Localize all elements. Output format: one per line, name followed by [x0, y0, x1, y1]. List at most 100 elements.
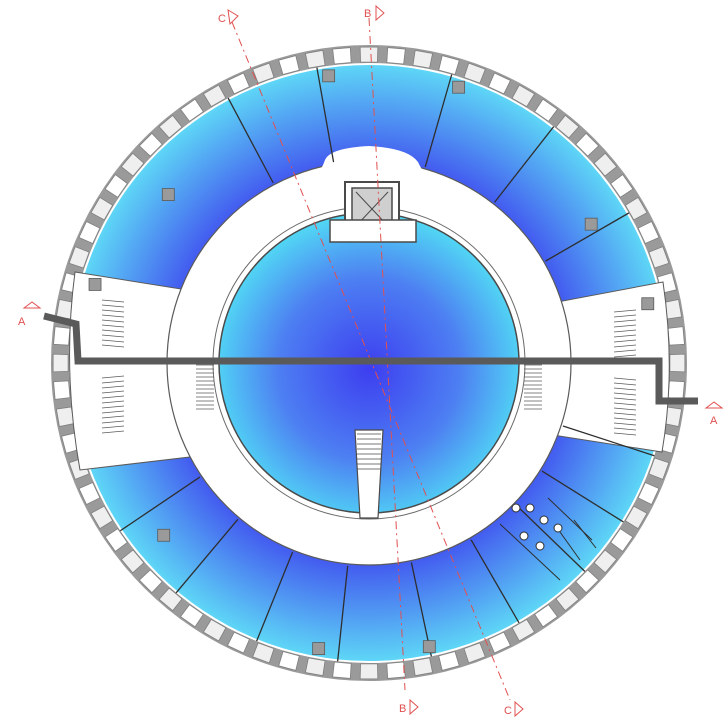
window-panel: [386, 47, 406, 65]
structural-columns: [88, 69, 655, 655]
window-panel: [648, 246, 670, 269]
window-panel: [138, 569, 163, 594]
partition-wall: [562, 425, 655, 457]
window-panel: [120, 549, 145, 574]
window-panel: [610, 174, 634, 198]
window-panel: [648, 457, 670, 480]
partition-wall: [541, 470, 624, 523]
marker-b-bottom: B: [399, 698, 419, 716]
partition-wall: [424, 74, 453, 168]
window-panel: [202, 618, 227, 642]
marker-a-right-label: A: [710, 415, 718, 427]
window-panel: [202, 84, 227, 108]
window-panel: [78, 220, 101, 245]
marker-a-left-label: A: [18, 316, 26, 328]
partition-wall: [119, 476, 201, 532]
window-panel: [252, 62, 275, 84]
window-panel: [511, 84, 536, 108]
partition-wall: [545, 212, 630, 262]
window-panel: [158, 587, 183, 612]
window-panel: [104, 528, 128, 552]
window-panel: [180, 98, 204, 122]
window-panel: [304, 49, 326, 69]
window-panel: [610, 528, 634, 552]
stair-hatching: [101, 299, 637, 436]
room-partitions: [119, 67, 655, 662]
window-panel: [667, 326, 685, 346]
window-panel: [637, 220, 660, 245]
window-panel: [278, 650, 300, 671]
window-panel: [624, 196, 648, 221]
marker-a-right: A: [704, 401, 724, 427]
window-panel: [412, 49, 434, 69]
column: [422, 640, 436, 654]
partition-wall: [336, 565, 349, 662]
column: [452, 80, 466, 94]
window-panel: [138, 132, 163, 157]
window-panel: [412, 657, 434, 677]
window-panel: [104, 174, 128, 198]
column: [157, 528, 171, 542]
window-panel: [463, 642, 486, 664]
window-panel: [438, 650, 460, 671]
window-panel: [52, 353, 69, 373]
window-panel: [555, 114, 580, 139]
column: [312, 642, 326, 655]
window-panel: [534, 604, 558, 628]
window-panel: [624, 505, 648, 530]
window-panel: [487, 72, 512, 95]
window-panel: [304, 657, 326, 677]
partition-wall: [515, 504, 586, 572]
window-panel: [555, 587, 580, 612]
window-panel: [667, 380, 685, 400]
column: [88, 278, 102, 291]
window-panel: [386, 661, 406, 679]
restroom-fixtures: [499, 497, 597, 581]
partition-wall: [256, 551, 294, 642]
window-panel: [359, 663, 379, 680]
partition-wall: [316, 67, 335, 163]
window-panel: [487, 631, 512, 654]
window-panel: [669, 353, 686, 373]
window-panel: [332, 47, 352, 65]
window-panel: [78, 481, 101, 506]
partition-wall: [175, 518, 239, 594]
window-panel: [158, 114, 183, 139]
window-panel: [534, 98, 558, 122]
window-panel: [575, 132, 600, 157]
column: [584, 217, 598, 231]
window-panel: [226, 631, 251, 654]
section-cut-a: [43, 312, 698, 405]
window-panel: [53, 326, 71, 346]
marker-a-left: A: [18, 301, 42, 328]
window-panel: [90, 505, 114, 530]
window-panel: [120, 152, 145, 177]
window-panel: [252, 642, 275, 664]
marker-b-top: B: [364, 4, 385, 22]
marker-b-top-label: B: [364, 8, 371, 20]
window-panel: [90, 196, 114, 221]
window-panel: [359, 46, 379, 63]
column: [161, 188, 175, 201]
north-corridor-bulge: [300, 146, 440, 188]
partition-wall: [470, 539, 520, 624]
section-line-b: [368, 17, 406, 691]
window-panel: [332, 661, 352, 679]
window-panel: [278, 55, 300, 76]
window-panel: [511, 618, 536, 642]
marker-c-top-label: C: [218, 13, 226, 25]
window-panel: [68, 246, 90, 269]
window-panel: [438, 55, 460, 76]
window-panel: [575, 569, 600, 594]
marker-c-bottom: C: [504, 700, 524, 718]
marker-c-top: C: [218, 9, 239, 26]
marker-b-bottom-label: B: [399, 703, 406, 715]
window-panel: [637, 481, 660, 506]
elevator-core: [329, 181, 417, 243]
window-panel: [593, 549, 618, 574]
atrium-bridge: [354, 429, 384, 519]
window-panel: [53, 380, 71, 400]
partition-wall: [227, 97, 274, 184]
column: [322, 69, 336, 83]
